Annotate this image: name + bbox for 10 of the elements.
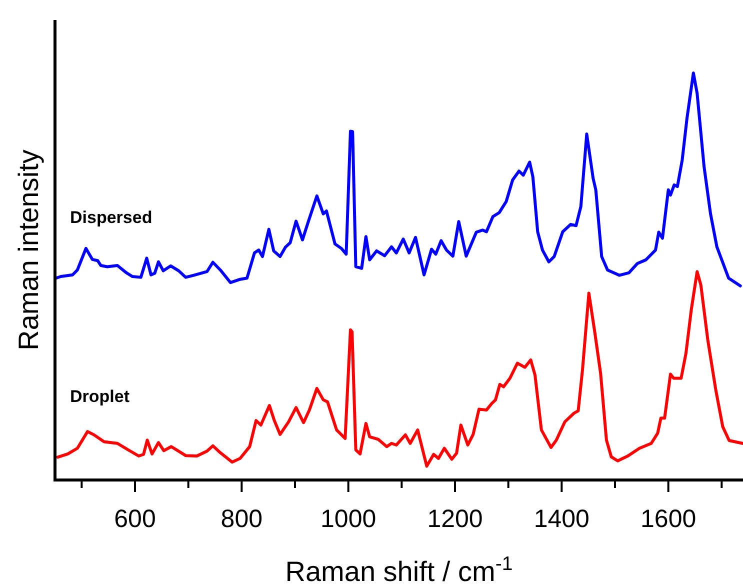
series-label: Dispersed: [70, 208, 152, 228]
x-tick-label: 600: [114, 505, 156, 533]
series-label: Droplet: [70, 387, 130, 406]
x-tick-label: 1200: [427, 505, 483, 533]
x-tick-label: 1600: [640, 505, 696, 533]
x-tick-label: 800: [220, 505, 263, 533]
x-tick-label: 1400: [534, 505, 590, 533]
x-axis-title: Raman shift / cm$^{-1}$: [285, 553, 513, 587]
x-tick-label: 1000: [320, 505, 376, 533]
y-axis-title: Raman intensity: [13, 150, 44, 350]
